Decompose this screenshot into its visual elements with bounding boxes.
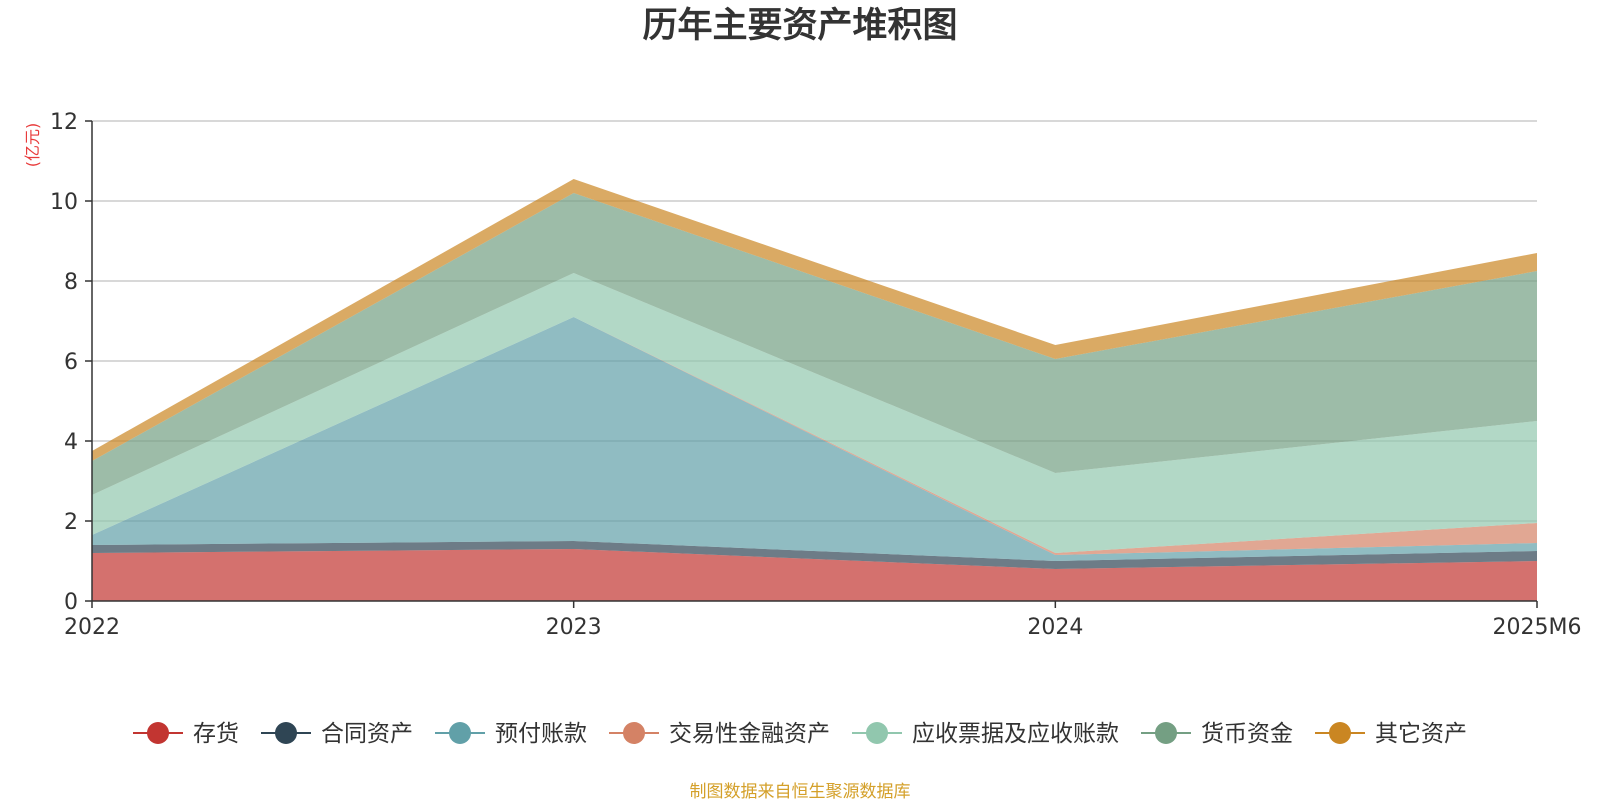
- legend-marker: [1155, 722, 1177, 744]
- axes: 0 2 4 6 8 10 12 2022 2023 2024 2025M6: [50, 110, 1581, 640]
- legend-item-3[interactable]: 交易性金融资产: [609, 721, 830, 747]
- legend-marker: [866, 722, 888, 744]
- area-series-6: [92, 179, 1537, 461]
- legend: 存货 合同资产 预付账款 交易性金融资产 应收票据及应收账款 货币资金 其它资产: [133, 721, 1467, 747]
- y-tick-label: 12: [50, 110, 78, 135]
- legend-item-4[interactable]: 应收票据及应收账款: [852, 721, 1119, 747]
- legend-marker: [449, 722, 471, 744]
- legend-item-5[interactable]: 货币资金: [1141, 721, 1293, 747]
- y-tick-label: 2: [64, 510, 78, 535]
- source-note: 制图数据来自恒生聚源数据库: [690, 782, 911, 800]
- legend-label: 预付账款: [495, 721, 587, 747]
- y-tick-label: 4: [64, 430, 78, 455]
- x-tick-label: 2024: [1027, 615, 1083, 640]
- chart-title: 历年主要资产堆积图: [642, 6, 957, 46]
- legend-marker: [275, 722, 297, 744]
- legend-label: 应收票据及应收账款: [912, 721, 1119, 747]
- y-tick-label: 8: [64, 270, 78, 295]
- legend-item-6[interactable]: 其它资产: [1315, 721, 1467, 747]
- y-tick-label: 10: [50, 190, 78, 215]
- area-series-1: [92, 541, 1537, 569]
- legend-item-1[interactable]: 合同资产: [261, 721, 413, 747]
- legend-marker: [623, 722, 645, 744]
- area-series: [92, 179, 1537, 601]
- y-tick-label: 6: [64, 350, 78, 375]
- legend-label: 合同资产: [321, 721, 413, 747]
- x-tick-label: 2025M6: [1493, 615, 1582, 640]
- legend-label: 交易性金融资产: [669, 721, 830, 747]
- area-series-2: [92, 317, 1537, 561]
- area-series-4: [92, 273, 1537, 553]
- area-series-5: [92, 193, 1537, 495]
- y-tick-label: 0: [64, 590, 78, 615]
- x-tick-label: 2023: [546, 615, 602, 640]
- area-series-3: [92, 317, 1537, 555]
- legend-marker: [147, 722, 169, 744]
- y-axis-unit-label: (亿元): [23, 123, 42, 168]
- legend-item-2[interactable]: 预付账款: [435, 721, 587, 747]
- legend-label: 货币资金: [1201, 721, 1293, 747]
- legend-label: 其它资产: [1375, 721, 1467, 747]
- x-tick-label: 2022: [64, 615, 120, 640]
- legend-label: 存货: [193, 721, 239, 747]
- area-series-0: [92, 549, 1537, 601]
- legend-item-0[interactable]: 存货: [133, 721, 239, 747]
- legend-marker: [1329, 722, 1351, 744]
